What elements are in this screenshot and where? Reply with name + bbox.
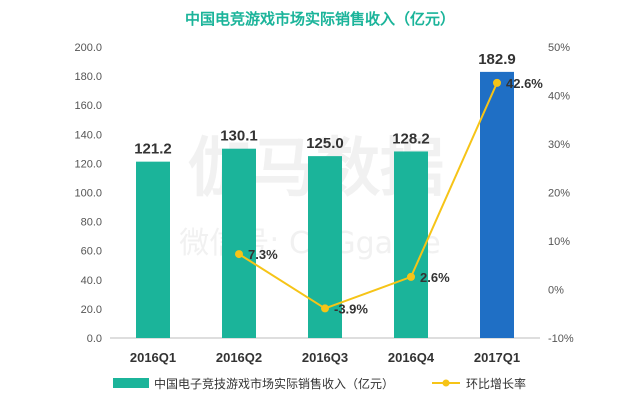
left-tick-label: 20.0 — [81, 304, 102, 316]
right-tick-label: 50% — [548, 42, 570, 54]
bar — [394, 151, 428, 338]
category-label: 2016Q1 — [130, 350, 176, 365]
growth-point — [407, 272, 415, 281]
bar-value-label: 121.2 — [134, 141, 172, 158]
category-labels: 2016Q1 2016Q2 2016Q3 2016Q4 2017Q1 — [130, 350, 520, 365]
left-tick-label: 80.0 — [81, 217, 102, 229]
growth-line-series: 7.3% -3.9% 2.6% 42.6% — [235, 76, 543, 316]
left-tick-label: 60.0 — [81, 246, 102, 258]
right-tick-label: 40% — [548, 91, 570, 103]
bar-value-label: 182.9 — [478, 51, 516, 68]
right-tick-label: 20% — [548, 188, 570, 200]
left-tick-label: 100.0 — [74, 188, 102, 200]
growth-value-label: 2.6% — [420, 270, 450, 285]
growth-point — [493, 78, 501, 87]
right-tick-label: 30% — [548, 139, 570, 151]
left-tick-label: 0.0 — [87, 333, 102, 345]
growth-line — [238, 82, 498, 310]
bar-series: 121.2 130.1 125.0 128.2 182.9 — [134, 51, 516, 339]
left-tick-label: 140.0 — [74, 129, 102, 141]
left-tick-label: 120.0 — [74, 158, 102, 170]
right-tick-label: -10% — [548, 333, 574, 345]
left-tick-label: 160.0 — [74, 100, 102, 112]
bar — [136, 161, 170, 338]
left-tick-label: 200.0 — [74, 42, 102, 54]
bar-value-label: 130.1 — [220, 128, 258, 145]
category-label: 2016Q4 — [388, 350, 435, 365]
bar — [222, 148, 256, 338]
legend-line-marker — [442, 379, 450, 387]
chart-title: 中国电竞游戏市场实际销售收入（亿元） — [185, 10, 455, 28]
growth-point — [235, 250, 243, 259]
growth-value-label: 42.6% — [506, 76, 543, 91]
left-tick-label: 40.0 — [81, 275, 102, 287]
growth-point — [321, 304, 329, 313]
bar-value-label: 125.0 — [306, 135, 344, 152]
growth-value-label: 7.3% — [248, 247, 278, 262]
bar-value-label: 128.2 — [392, 130, 430, 147]
legend-line-label: 环比增长率 — [466, 376, 526, 391]
legend: 中国电子竞技游戏市场实际销售收入（亿元） 环比增长率 — [113, 376, 526, 391]
bar — [480, 71, 514, 339]
legend-bar-label: 中国电子竞技游戏市场实际销售收入（亿元） — [154, 376, 394, 391]
category-label: 2016Q2 — [216, 350, 262, 365]
growth-value-label: -3.9% — [334, 301, 368, 316]
right-axis: -10% 0% 10% 20% 30% 40% 50% — [548, 42, 574, 345]
left-axis: 0.0 20.0 40.0 60.0 80.0 100.0 120.0 140.0 160.0 1… — [74, 42, 102, 345]
right-tick-label: 0% — [548, 285, 564, 297]
category-label: 2016Q3 — [302, 350, 348, 365]
legend-bar-swatch — [113, 378, 149, 388]
category-label: 2017Q1 — [474, 350, 520, 365]
left-tick-label: 180.0 — [74, 71, 102, 83]
right-tick-label: 10% — [548, 236, 570, 248]
